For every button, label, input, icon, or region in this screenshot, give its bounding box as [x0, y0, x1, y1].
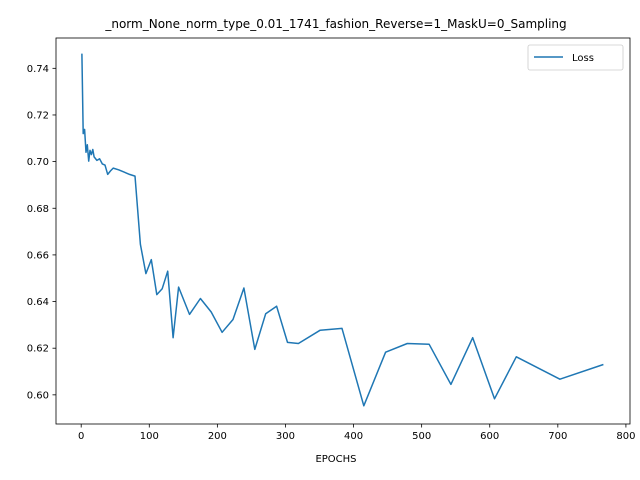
x-tick-label: 300: [276, 431, 295, 442]
y-axis: 0.60 0.62 0.64 0.66 0.68 0.70 0.72 0.74: [27, 64, 56, 401]
x-tick-label: 600: [480, 431, 499, 442]
x-tick-label: 0: [78, 431, 84, 442]
x-tick-label: 400: [344, 431, 363, 442]
plot-background: [56, 38, 630, 424]
y-tick-label: 0.62: [27, 344, 49, 355]
legend-box: [527, 44, 624, 71]
x-axis-label: EPOCHS: [315, 454, 356, 465]
x-tick-label: 100: [140, 431, 159, 442]
y-tick-label: 0.74: [27, 64, 49, 75]
y-tick-label: 0.70: [27, 157, 49, 168]
x-tick-label: 500: [412, 431, 431, 442]
x-tick-label: 700: [548, 431, 567, 442]
x-tick-label: 800: [616, 431, 635, 442]
y-tick-label: 0.66: [27, 250, 49, 261]
y-tick-label: 0.64: [27, 297, 49, 308]
legend-label-loss: Loss: [572, 53, 594, 64]
plot-area: 0 100 200 300 400 500 600 700 800 0.600.620.640.…: [27, 37, 635, 442]
y-tick-label: 0.72: [27, 110, 49, 121]
y-tick-label: 0.60: [27, 390, 49, 401]
x-axis: 0 100 200 300 400 500 600 700 800: [78, 424, 635, 442]
legend: Loss: [527, 44, 624, 71]
y-tick-label: 0.68: [27, 204, 49, 215]
x-tick-label: 200: [208, 431, 227, 442]
plot-frame: [55, 37, 631, 425]
series-line-loss: [81, 53, 604, 407]
chart-title: _norm_None_norm_type_0.01_1741_fashion_R…: [104, 17, 566, 31]
